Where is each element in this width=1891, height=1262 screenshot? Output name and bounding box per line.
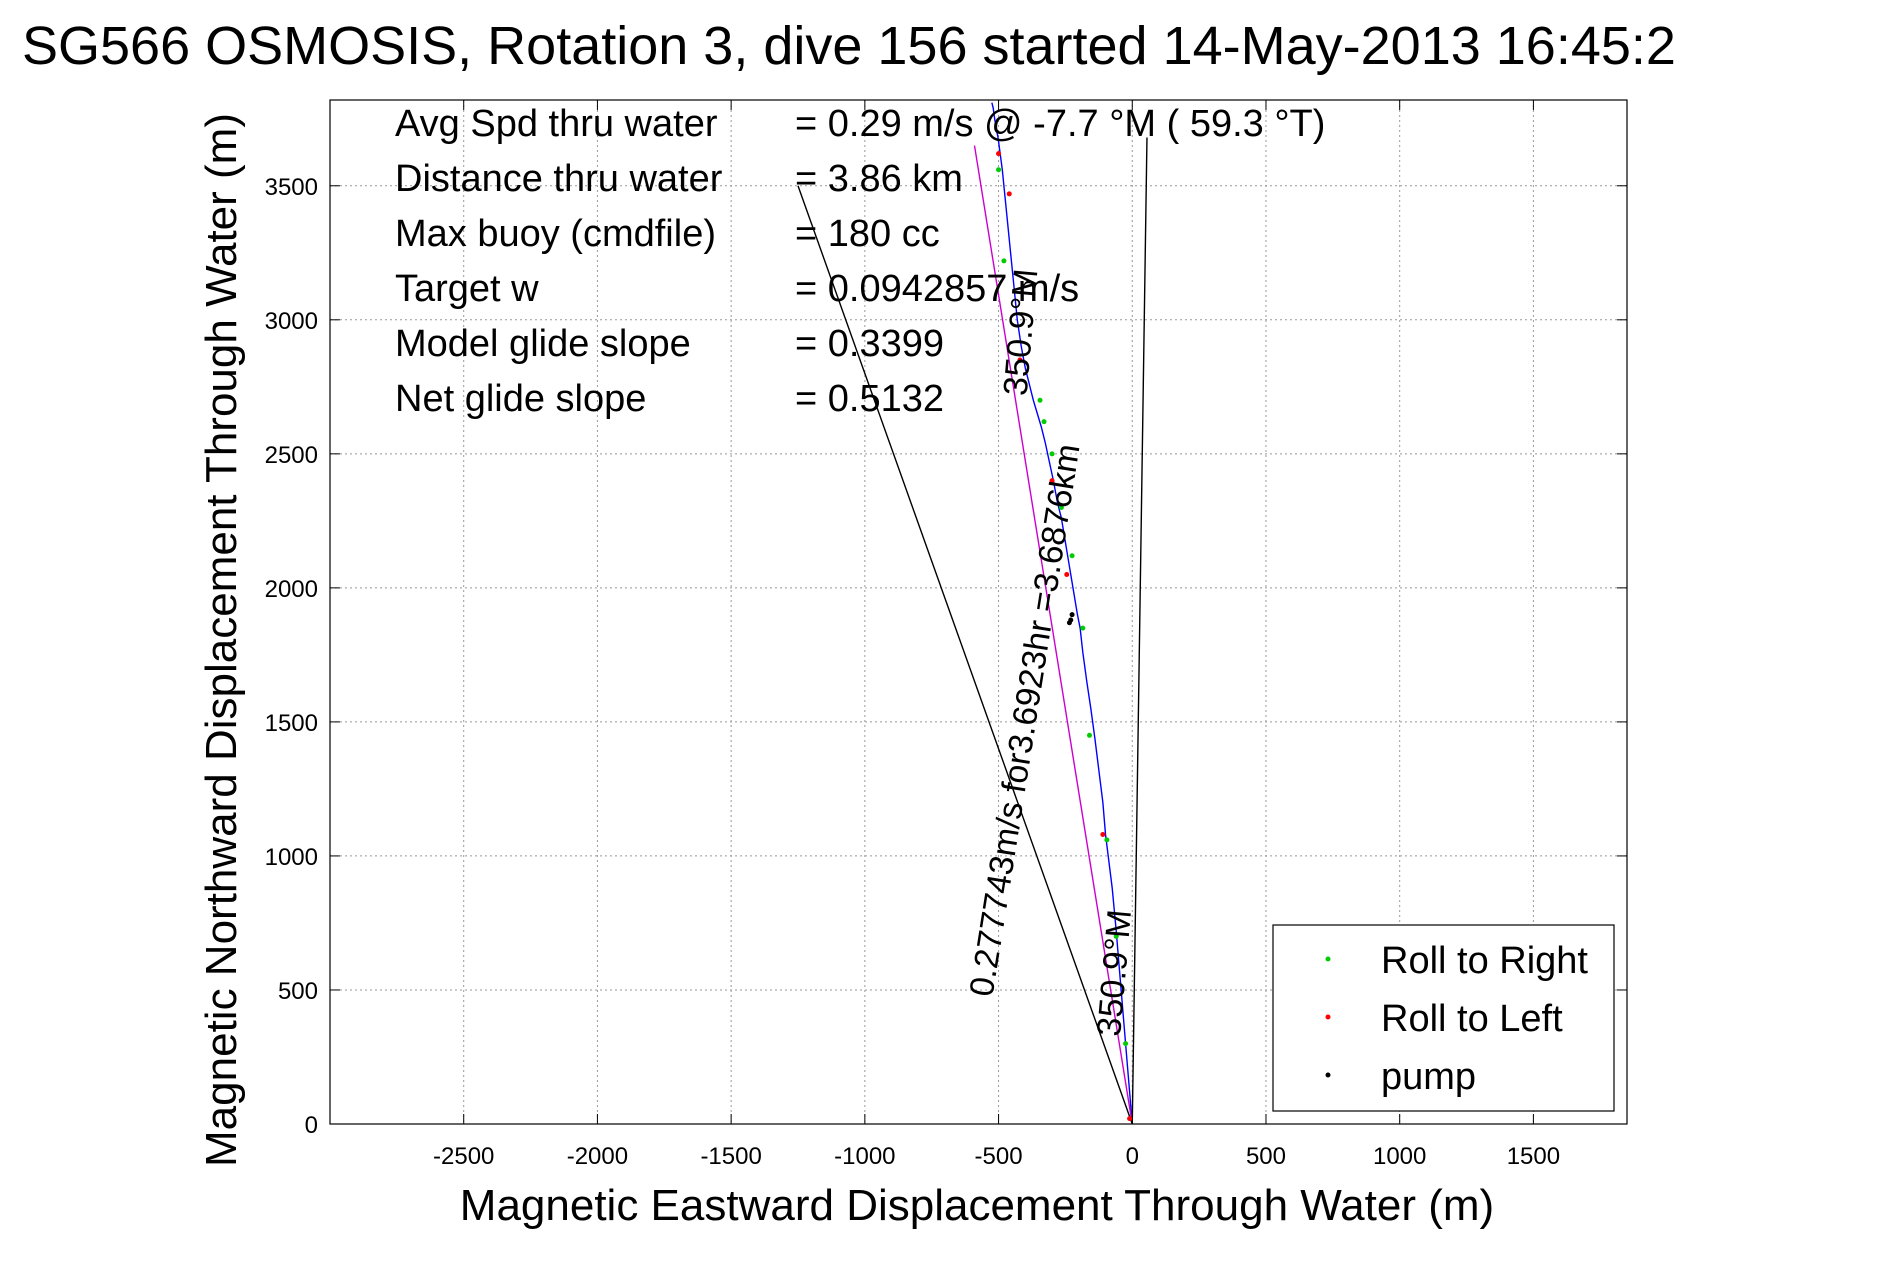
series-glide-line (797, 185, 1133, 1125)
stat-label: Avg Spd thru water (395, 103, 718, 145)
stat-value: = 0.3399 (795, 323, 944, 365)
stat-value: = 180 cc (795, 213, 940, 255)
x-tick-label: -1500 (700, 1143, 761, 1170)
legend: Roll to Right Roll to Left pump (1272, 924, 1615, 1112)
plot-frame (329, 99, 1628, 1125)
y-tick-label: 500 (278, 978, 318, 1005)
marker-roll-right (1104, 837, 1110, 843)
x-tick-label: -2000 (567, 1143, 628, 1170)
track-annotation: 0.277743m/s for3.6923hr =3.6876km (963, 441, 1088, 999)
legend-swatch (1325, 1014, 1331, 1020)
marker-roll-left (996, 151, 1002, 157)
marker-roll-right (996, 167, 1002, 173)
marker-roll-left (1064, 571, 1070, 577)
stat-label: Distance thru water (395, 158, 723, 200)
stat-label: Target w (395, 268, 539, 310)
legend-label: Roll to Left (1381, 998, 1563, 1040)
legend-label: Roll to Right (1381, 940, 1588, 982)
annotations: 350.9°M0.277743m/s for3.6923hr =3.6876km… (963, 267, 1139, 1038)
marker-roll-left (1049, 478, 1055, 484)
stat-value: = 3.86 km (795, 158, 963, 200)
marker-roll-right (1086, 732, 1092, 738)
series-lines (797, 102, 1148, 1125)
stats-panel: Avg Spd thru water = 0.29 m/s @ -7.7 °M (… (395, 103, 1325, 420)
marker-pump (1068, 617, 1074, 623)
y-tick-label: 3000 (265, 308, 318, 335)
marker-roll-right (1069, 553, 1075, 559)
x-tick-label: -500 (975, 1143, 1023, 1170)
y-tick-label: 2500 (265, 442, 318, 469)
x-tick-label: 0 (1126, 1143, 1139, 1170)
chart-title: SG566 OSMOSIS, Rotation 3, dive 156 star… (22, 16, 1676, 76)
x-tick-label: 1500 (1507, 1143, 1560, 1170)
marker-roll-left (1127, 1116, 1133, 1122)
stat-label: Model glide slope (395, 323, 691, 365)
marker-roll-left (1006, 191, 1012, 197)
y-tick-label: 2000 (265, 576, 318, 603)
y-tick-label: 1500 (265, 710, 318, 737)
stat-value: = 0.5132 (795, 378, 944, 420)
marker-roll-right (1041, 419, 1047, 425)
x-tick-label: 500 (1246, 1143, 1286, 1170)
marker-roll-right (1113, 933, 1119, 939)
marker-roll-right (1049, 451, 1055, 457)
x-tick-label: -1000 (834, 1143, 895, 1170)
marker-roll-left (1017, 357, 1023, 363)
x-tick-label: 1000 (1373, 1143, 1426, 1170)
y-tick-label: 3500 (265, 174, 318, 201)
y-tick-label: 1000 (265, 844, 318, 871)
marker-roll-right (1001, 258, 1007, 264)
stat-label: Max buoy (cmdfile) (395, 213, 716, 255)
y-axis-label: Magnetic Northward Displacement Through … (197, 113, 246, 1167)
legend-swatch (1325, 1072, 1331, 1078)
marker-roll-left (1100, 831, 1106, 837)
series-track-line (991, 102, 1133, 1125)
stat-label: Net glide slope (395, 378, 646, 420)
y-tick-label: 0 (305, 1112, 318, 1139)
x-axis-label: Magnetic Eastward Displacement Through W… (460, 1181, 1494, 1230)
marker-roll-right (1123, 1041, 1129, 1047)
marker-pump (1069, 612, 1075, 618)
tick-labels: -2500 -2000 -1500 -1000 -500 0 500 1000 1500 0 500… (265, 174, 1560, 1170)
legend-label: pump (1381, 1056, 1476, 1098)
marker-roll-right (1058, 504, 1064, 510)
track-annotation: 350.9°M (1090, 908, 1139, 1038)
stat-value: = 0.29 m/s @ -7.7 °M ( 59.3 °T) (795, 103, 1325, 145)
series-rhumb-line (973, 145, 1133, 1125)
legend-swatch (1325, 956, 1331, 962)
series-heading-line (1131, 137, 1148, 1125)
marker-roll-right (1037, 397, 1043, 403)
series-markers (996, 151, 1133, 1122)
marker-roll-right (1080, 625, 1086, 631)
x-tick-label: -2500 (433, 1143, 494, 1170)
stat-value: = 0.0942857 m/s (795, 268, 1079, 310)
